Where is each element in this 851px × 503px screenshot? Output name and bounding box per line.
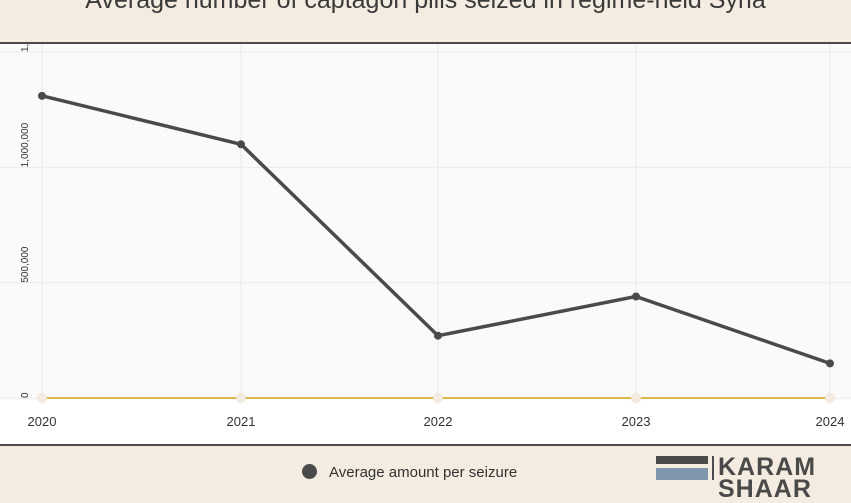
y-tick-label: 1,000,000 (20, 122, 31, 167)
data-point-secondary (236, 393, 246, 403)
x-tick-label: 2023 (622, 414, 651, 429)
data-point-secondary (37, 393, 47, 403)
x-tick-label: 2022 (424, 414, 453, 429)
x-tick-label: 2020 (28, 414, 57, 429)
logo-bar-top (656, 456, 708, 464)
data-point (237, 140, 245, 149)
y-tick-label: 1,500,000 (20, 44, 31, 52)
plot-background (0, 44, 851, 400)
logo-bar-bottom (656, 468, 708, 480)
legend-label: Average amount per seizure (329, 464, 518, 481)
data-point (826, 359, 834, 368)
data-point (632, 292, 640, 301)
chart-title: Average number of captagon pills seized … (85, 0, 766, 14)
x-tick-label: 2021 (227, 414, 256, 429)
logo-text: KARAM (718, 453, 817, 481)
chart-header: Average number of captagon pills seized … (0, 0, 851, 44)
data-point-secondary (631, 393, 641, 403)
logo-text-2: SHAAR (718, 475, 812, 503)
y-tick-label: 0 (20, 392, 31, 398)
chart-footer: Average amount per seizure KARAM SHAAR (0, 444, 851, 502)
logo-divider (712, 456, 714, 480)
data-point (434, 331, 442, 340)
y-tick-label: 500,000 (20, 246, 31, 283)
data-point (38, 91, 46, 100)
x-tick-label: 2024 (816, 414, 845, 429)
plot-area: 0 500,000 1,000,000 1,500,000 2020 2021 2022 20… (0, 44, 851, 444)
brand-logo: KARAM SHAAR (656, 453, 851, 502)
data-point-secondary (433, 393, 443, 403)
line-chart: 0 500,000 1,000,000 1,500,000 2020 2021 2022 20… (0, 44, 851, 429)
legend-marker (302, 464, 317, 479)
data-point-secondary (825, 393, 835, 403)
